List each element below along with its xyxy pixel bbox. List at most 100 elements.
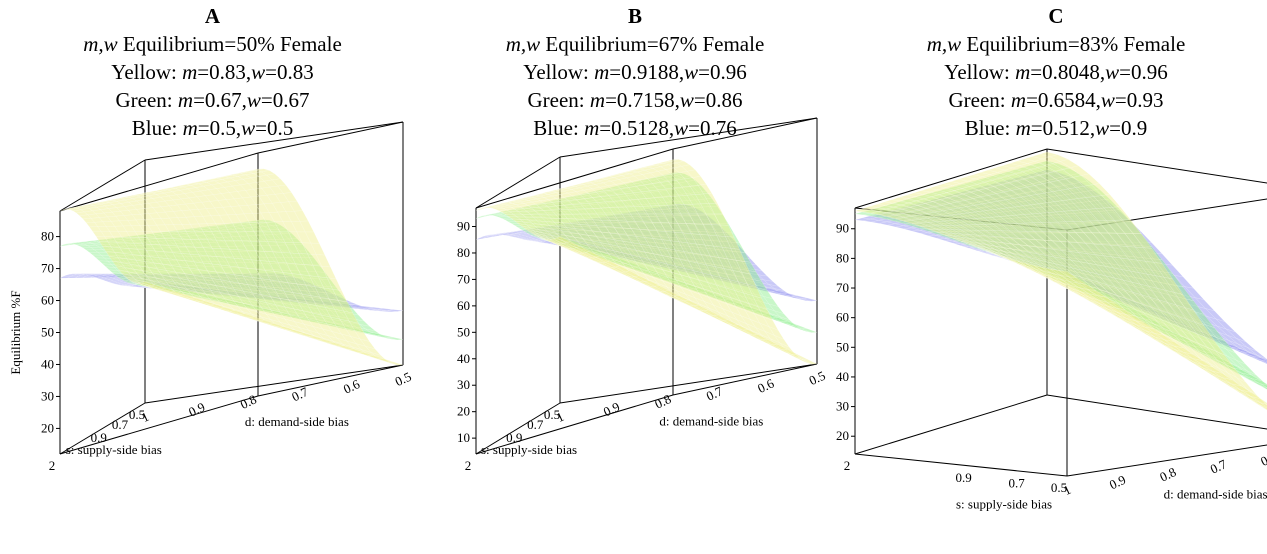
- surface-patch: [167, 286, 182, 289]
- surface-patch: [542, 241, 555, 244]
- surface-patch: [247, 240, 262, 247]
- surface-patch: [663, 204, 677, 208]
- surface-patch: [274, 326, 290, 331]
- surface-patch: [247, 268, 262, 279]
- surface-patch: [203, 286, 217, 290]
- surface-patch: [200, 189, 214, 196]
- surface-patch: [282, 233, 298, 240]
- s-tick-label: 0.7: [112, 417, 129, 432]
- surface-patch: [279, 296, 294, 300]
- surface-patch: [173, 275, 187, 278]
- surface-patch: [251, 318, 266, 324]
- surface-patch: [153, 286, 167, 291]
- surface-patch: [173, 292, 188, 295]
- surface-patch: [111, 210, 125, 217]
- surface-patch: [274, 313, 290, 317]
- surface-patch: [261, 297, 276, 301]
- surface-patch: [511, 236, 524, 238]
- surface-patch: [284, 285, 299, 289]
- surface-patch: [325, 300, 341, 304]
- surface-patch: [86, 274, 98, 277]
- surface-patch: [603, 251, 617, 256]
- surface-patch: [697, 253, 713, 261]
- surface-patch: [289, 330, 305, 336]
- surface-patch: [95, 212, 109, 218]
- surface-patch: [219, 306, 236, 312]
- surface-patch: [188, 279, 203, 289]
- surface-patch: [202, 256, 217, 262]
- surface-patch: [361, 349, 377, 358]
- surface-patch: [219, 298, 234, 304]
- surface-patch: [189, 287, 203, 290]
- surface-patch: [215, 293, 229, 296]
- surface-patch: [284, 299, 300, 302]
- surface-patch: [247, 297, 263, 304]
- surface-patch: [258, 174, 273, 182]
- surface-patch: [180, 266, 194, 276]
- d-tick-label: 0.5: [807, 368, 828, 388]
- surface-patch: [299, 332, 314, 337]
- surface-patch: [737, 284, 753, 289]
- surface-patch: [316, 312, 333, 320]
- surface-patch: [586, 246, 600, 250]
- surface-patch: [304, 301, 319, 304]
- surface-patch: [683, 224, 699, 231]
- z-tick-label: 40: [41, 356, 54, 371]
- surface-patch: [319, 297, 335, 310]
- surface-patch: [551, 242, 564, 246]
- surface-patch: [189, 298, 203, 304]
- surface-patch: [173, 288, 188, 291]
- surface-patch: [357, 308, 373, 310]
- surface-patch: [288, 283, 303, 287]
- surface-patch: [279, 326, 294, 331]
- surface-patch: [159, 281, 173, 284]
- surface-patch: [151, 287, 165, 292]
- surface-patch: [349, 304, 365, 308]
- surface-patch: [364, 345, 382, 356]
- surface-patch: [213, 303, 228, 311]
- surface-patch: [164, 237, 179, 241]
- surface-patch: [550, 235, 563, 238]
- surface-patch: [193, 246, 208, 252]
- surface-patch: [173, 243, 187, 248]
- surface-patch: [625, 256, 640, 261]
- surface-patch: [346, 307, 362, 310]
- surface-patch: [251, 297, 266, 300]
- surface-patch: [112, 273, 125, 276]
- z-tick-label: 20: [457, 404, 470, 419]
- surface-patch: [287, 231, 303, 244]
- surface-patch: [242, 283, 258, 291]
- surface-patch: [205, 292, 220, 295]
- surface-patch: [188, 235, 203, 240]
- surface-patch: [675, 269, 691, 274]
- surface-patch: [540, 225, 553, 228]
- surface-patch: [270, 296, 285, 299]
- surface-patch: [503, 232, 516, 235]
- surface-patch: [166, 290, 180, 296]
- surface-patch: [220, 293, 234, 296]
- surface-patch: [135, 277, 148, 280]
- surface-patch: [132, 274, 145, 276]
- surface-patch: [253, 220, 267, 225]
- surface-patch: [185, 295, 200, 302]
- surface-patch: [137, 249, 151, 257]
- surface-patch: [214, 207, 229, 216]
- surface-patch: [251, 314, 267, 322]
- surface-patch: [376, 357, 392, 364]
- surface-patch: [518, 233, 531, 236]
- surface-patch: [295, 290, 310, 294]
- surface-patch: [289, 314, 304, 319]
- surface-patch: [189, 181, 202, 184]
- surface-patch: [203, 184, 217, 191]
- surface-patch: [260, 321, 275, 327]
- surface-patch: [142, 243, 156, 252]
- surface-patch: [165, 275, 178, 278]
- surface-patch: [312, 265, 328, 279]
- surface-patch: [189, 253, 204, 264]
- surface-patch: [171, 265, 185, 274]
- surface-patch: [192, 190, 206, 198]
- surface-patch: [131, 285, 145, 288]
- surface-patch: [138, 282, 152, 287]
- surface-patch: [155, 188, 168, 192]
- surface-patch: [354, 306, 370, 309]
